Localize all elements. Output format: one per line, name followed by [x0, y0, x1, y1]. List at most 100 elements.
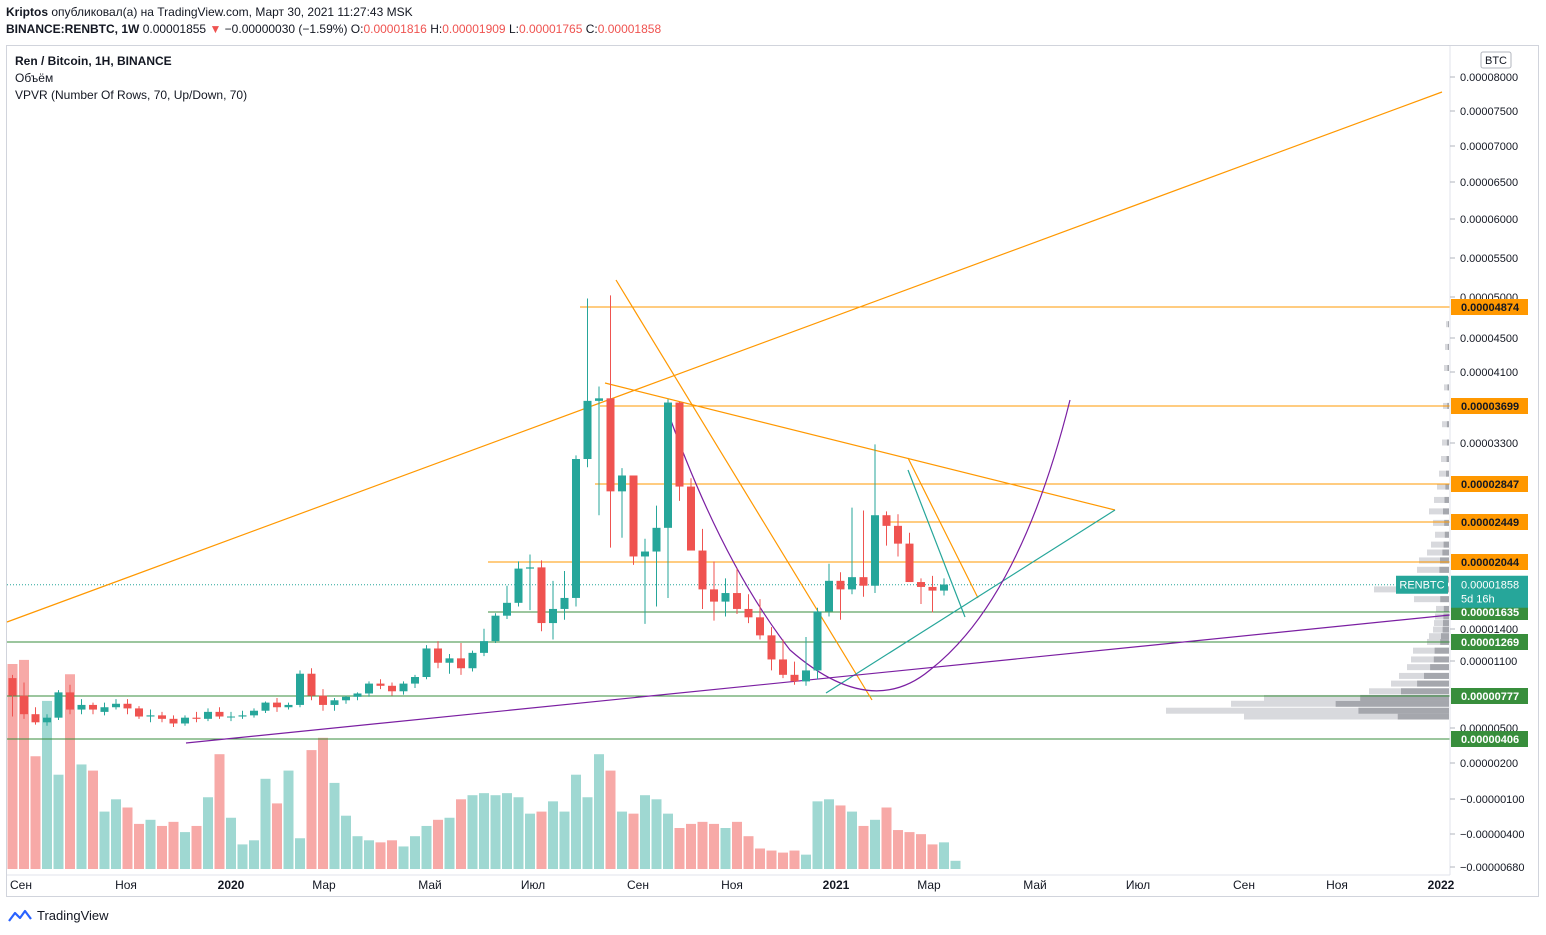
vpvr-row	[1445, 343, 1449, 350]
volume-bar	[605, 770, 616, 869]
level-label: 0.00003699	[1461, 401, 1519, 413]
y-tick-label: 0.00004100	[1460, 367, 1518, 379]
vpvr-row-up	[1424, 672, 1449, 679]
volume-bar	[111, 799, 121, 869]
volume-bar	[364, 840, 374, 869]
volume-bar	[904, 832, 915, 869]
candle-body	[238, 715, 247, 717]
candle-body	[744, 608, 753, 618]
volume-bar	[663, 813, 673, 869]
candle-body	[204, 711, 212, 719]
x-tick-label: Июл	[1126, 878, 1150, 892]
volume-bar	[755, 848, 765, 869]
level-badge	[1451, 476, 1528, 492]
legend-vpvr[interactable]: VPVR (Number Of Rows, 70, Up/Down, 70)	[15, 88, 248, 102]
volume-bar	[433, 819, 443, 869]
volume-bar	[525, 813, 535, 869]
candle-body	[675, 402, 684, 487]
volume-bar	[870, 819, 880, 869]
candle-body	[848, 577, 856, 590]
vpvr-row	[1429, 508, 1449, 515]
candle-body	[123, 703, 132, 709]
level-badge	[1451, 299, 1528, 315]
volume-bar	[387, 840, 397, 869]
level-label: 0.00002044	[1461, 557, 1520, 569]
volume-pane	[7, 659, 961, 869]
legend-title[interactable]: Ren / Bitcoin, 1H, BINANCE	[15, 54, 172, 68]
candle-body	[158, 715, 166, 719]
candle-body	[641, 551, 649, 557]
vpvr-row	[1433, 519, 1449, 526]
candle-body	[20, 695, 28, 715]
x-tick-label: Май	[418, 878, 442, 892]
volume-bar	[99, 811, 110, 869]
candle-body	[572, 459, 580, 598]
volume-bar	[203, 797, 213, 869]
x-tick-label: Мар	[917, 878, 941, 892]
vpvr-row	[1411, 656, 1449, 663]
volume-bar	[927, 844, 938, 869]
vpvr-row-up	[1446, 456, 1449, 463]
vpvr-row	[1439, 470, 1449, 477]
author-name[interactable]: Kriptos	[6, 5, 48, 19]
vpvr-row-up	[1433, 656, 1449, 663]
volume-bar	[548, 801, 558, 869]
volume-bar	[88, 770, 98, 869]
footer-brand[interactable]: TradingView	[8, 908, 109, 923]
y-tick-label: 0.00005500	[1460, 253, 1518, 265]
countdown-label: 5d 16h	[1461, 594, 1495, 606]
legend-volume[interactable]: Объём	[15, 71, 54, 85]
vpvr-row-up	[1335, 700, 1449, 707]
volume-bar	[835, 805, 846, 869]
volume-bar	[249, 840, 259, 869]
vpvr-row	[1444, 365, 1449, 372]
x-tick-label: 2021	[823, 878, 850, 892]
vpvr-row	[1434, 620, 1449, 627]
trend-line	[907, 457, 979, 599]
volume-bar	[168, 821, 179, 869]
candle-body	[894, 525, 902, 544]
candle-body	[514, 568, 523, 603]
vpvr-row	[1437, 483, 1449, 490]
candle-body	[181, 717, 189, 724]
candle-body	[169, 718, 178, 724]
vpvr-row	[1435, 613, 1449, 620]
x-tick-label: Май	[1023, 878, 1047, 892]
vpvr-row-up	[1442, 549, 1449, 556]
candle-body	[802, 670, 810, 682]
volume-bar	[536, 811, 547, 869]
candle-body	[273, 702, 281, 708]
level-badge	[1451, 731, 1528, 747]
volume-bar	[214, 754, 225, 869]
y-tick-label: 0.00001100	[1460, 656, 1517, 668]
close-value: 0.00001858	[597, 22, 662, 36]
volume-bar	[582, 797, 593, 869]
y-tick-label: 0.00006500	[1460, 177, 1518, 189]
vpvr-row	[1442, 421, 1449, 428]
published-text: опубликовал(а) на TradingView.com, Март …	[51, 5, 413, 19]
volume-bar	[847, 811, 857, 869]
volume-bar	[19, 659, 29, 869]
candle-body	[112, 703, 120, 708]
candle-body	[882, 515, 891, 526]
candle-body	[491, 615, 500, 642]
vpvr-row	[1436, 605, 1449, 612]
volume-bar	[881, 807, 892, 869]
volume-bar	[571, 774, 581, 869]
vpvr-row-up	[1444, 519, 1449, 526]
vpvr-row-up	[1440, 596, 1449, 603]
volume-bar	[7, 664, 18, 869]
volume-bar	[651, 799, 662, 869]
candle-body	[549, 608, 557, 624]
vpvr-row	[1427, 549, 1449, 556]
candle-body	[859, 577, 868, 586]
volume-bar	[42, 700, 52, 869]
volume-bar	[226, 817, 236, 869]
candle-body	[698, 550, 707, 590]
level-badge	[1451, 634, 1528, 650]
price-change: −0.00000030 (−1.59%)	[224, 22, 348, 36]
vpvr-row	[1431, 541, 1449, 548]
level-label: 0.00004874	[1461, 302, 1520, 314]
vpvr-row-up	[1443, 508, 1449, 515]
